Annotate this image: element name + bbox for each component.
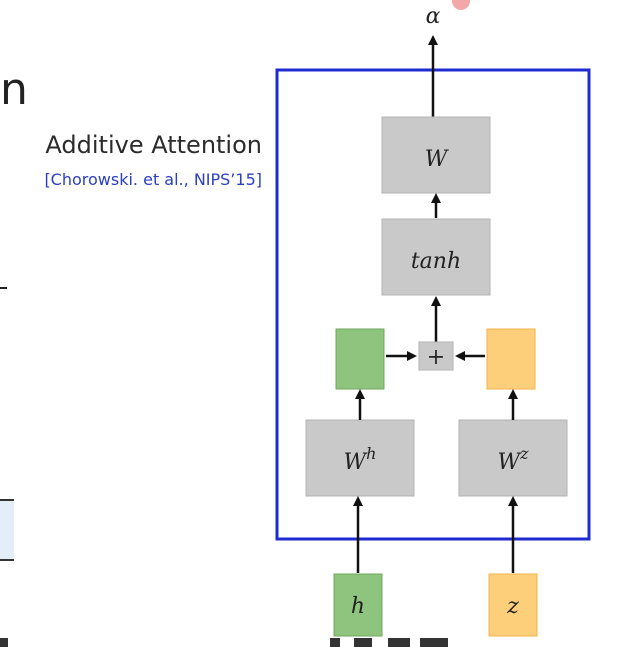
input-z-box (488, 573, 538, 637)
projected-h-box (335, 328, 385, 390)
output-alpha-label: α (426, 4, 441, 29)
w-weight-box (381, 116, 491, 194)
sum-node (418, 341, 454, 371)
tanh-box (381, 218, 491, 296)
wz-weight-label: Wz (497, 444, 529, 475)
wh-weight-label: Wh (344, 444, 377, 475)
projected-z-box (486, 328, 536, 390)
w-weight-label: W (425, 147, 450, 172)
caption-citation: [Chorowski. et al., NIPS’15] (44, 170, 262, 189)
sum-node-label: + (427, 345, 445, 370)
caption-title: Additive Attention (45, 131, 262, 159)
clipped-left-text: n (0, 64, 28, 115)
clipped-bottom-text (0, 628, 618, 647)
wz-weight-box (458, 419, 568, 497)
clipped-left-tick (0, 287, 7, 289)
decorative-dot (452, 0, 470, 10)
input-h-box (333, 573, 383, 637)
input-h-label: h (351, 594, 365, 619)
tanh-label: tanh (411, 249, 461, 274)
wh-weight-box (305, 419, 415, 497)
input-z-label: z (506, 594, 519, 619)
clipped-left-box (0, 499, 14, 561)
